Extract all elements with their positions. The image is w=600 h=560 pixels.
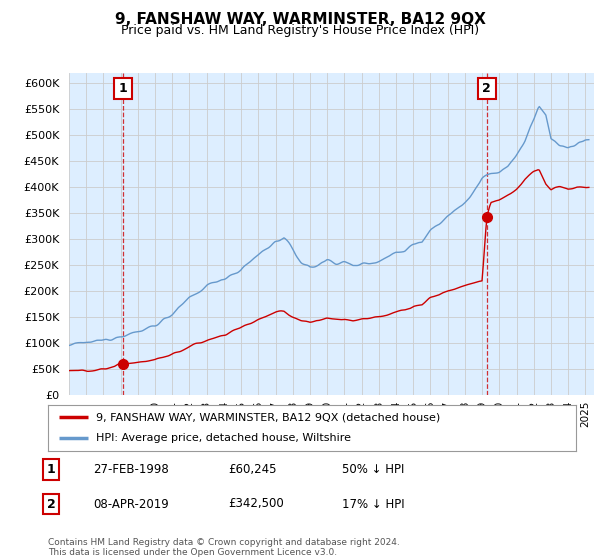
Text: 9, FANSHAW WAY, WARMINSTER, BA12 9QX: 9, FANSHAW WAY, WARMINSTER, BA12 9QX <box>115 12 485 27</box>
Text: 9, FANSHAW WAY, WARMINSTER, BA12 9QX (detached house): 9, FANSHAW WAY, WARMINSTER, BA12 9QX (de… <box>95 412 440 422</box>
Text: £60,245: £60,245 <box>228 463 277 476</box>
Text: Price paid vs. HM Land Registry's House Price Index (HPI): Price paid vs. HM Land Registry's House … <box>121 24 479 36</box>
Text: HPI: Average price, detached house, Wiltshire: HPI: Average price, detached house, Wilt… <box>95 433 350 444</box>
Text: 17% ↓ HPI: 17% ↓ HPI <box>342 497 404 511</box>
Text: 2: 2 <box>482 82 491 95</box>
Text: 1: 1 <box>119 82 128 95</box>
Text: 50% ↓ HPI: 50% ↓ HPI <box>342 463 404 476</box>
Text: 1: 1 <box>47 463 55 476</box>
Text: Contains HM Land Registry data © Crown copyright and database right 2024.
This d: Contains HM Land Registry data © Crown c… <box>48 538 400 557</box>
Text: 08-APR-2019: 08-APR-2019 <box>93 497 169 511</box>
Text: £342,500: £342,500 <box>228 497 284 511</box>
Text: 2: 2 <box>47 497 55 511</box>
Text: 27-FEB-1998: 27-FEB-1998 <box>93 463 169 476</box>
